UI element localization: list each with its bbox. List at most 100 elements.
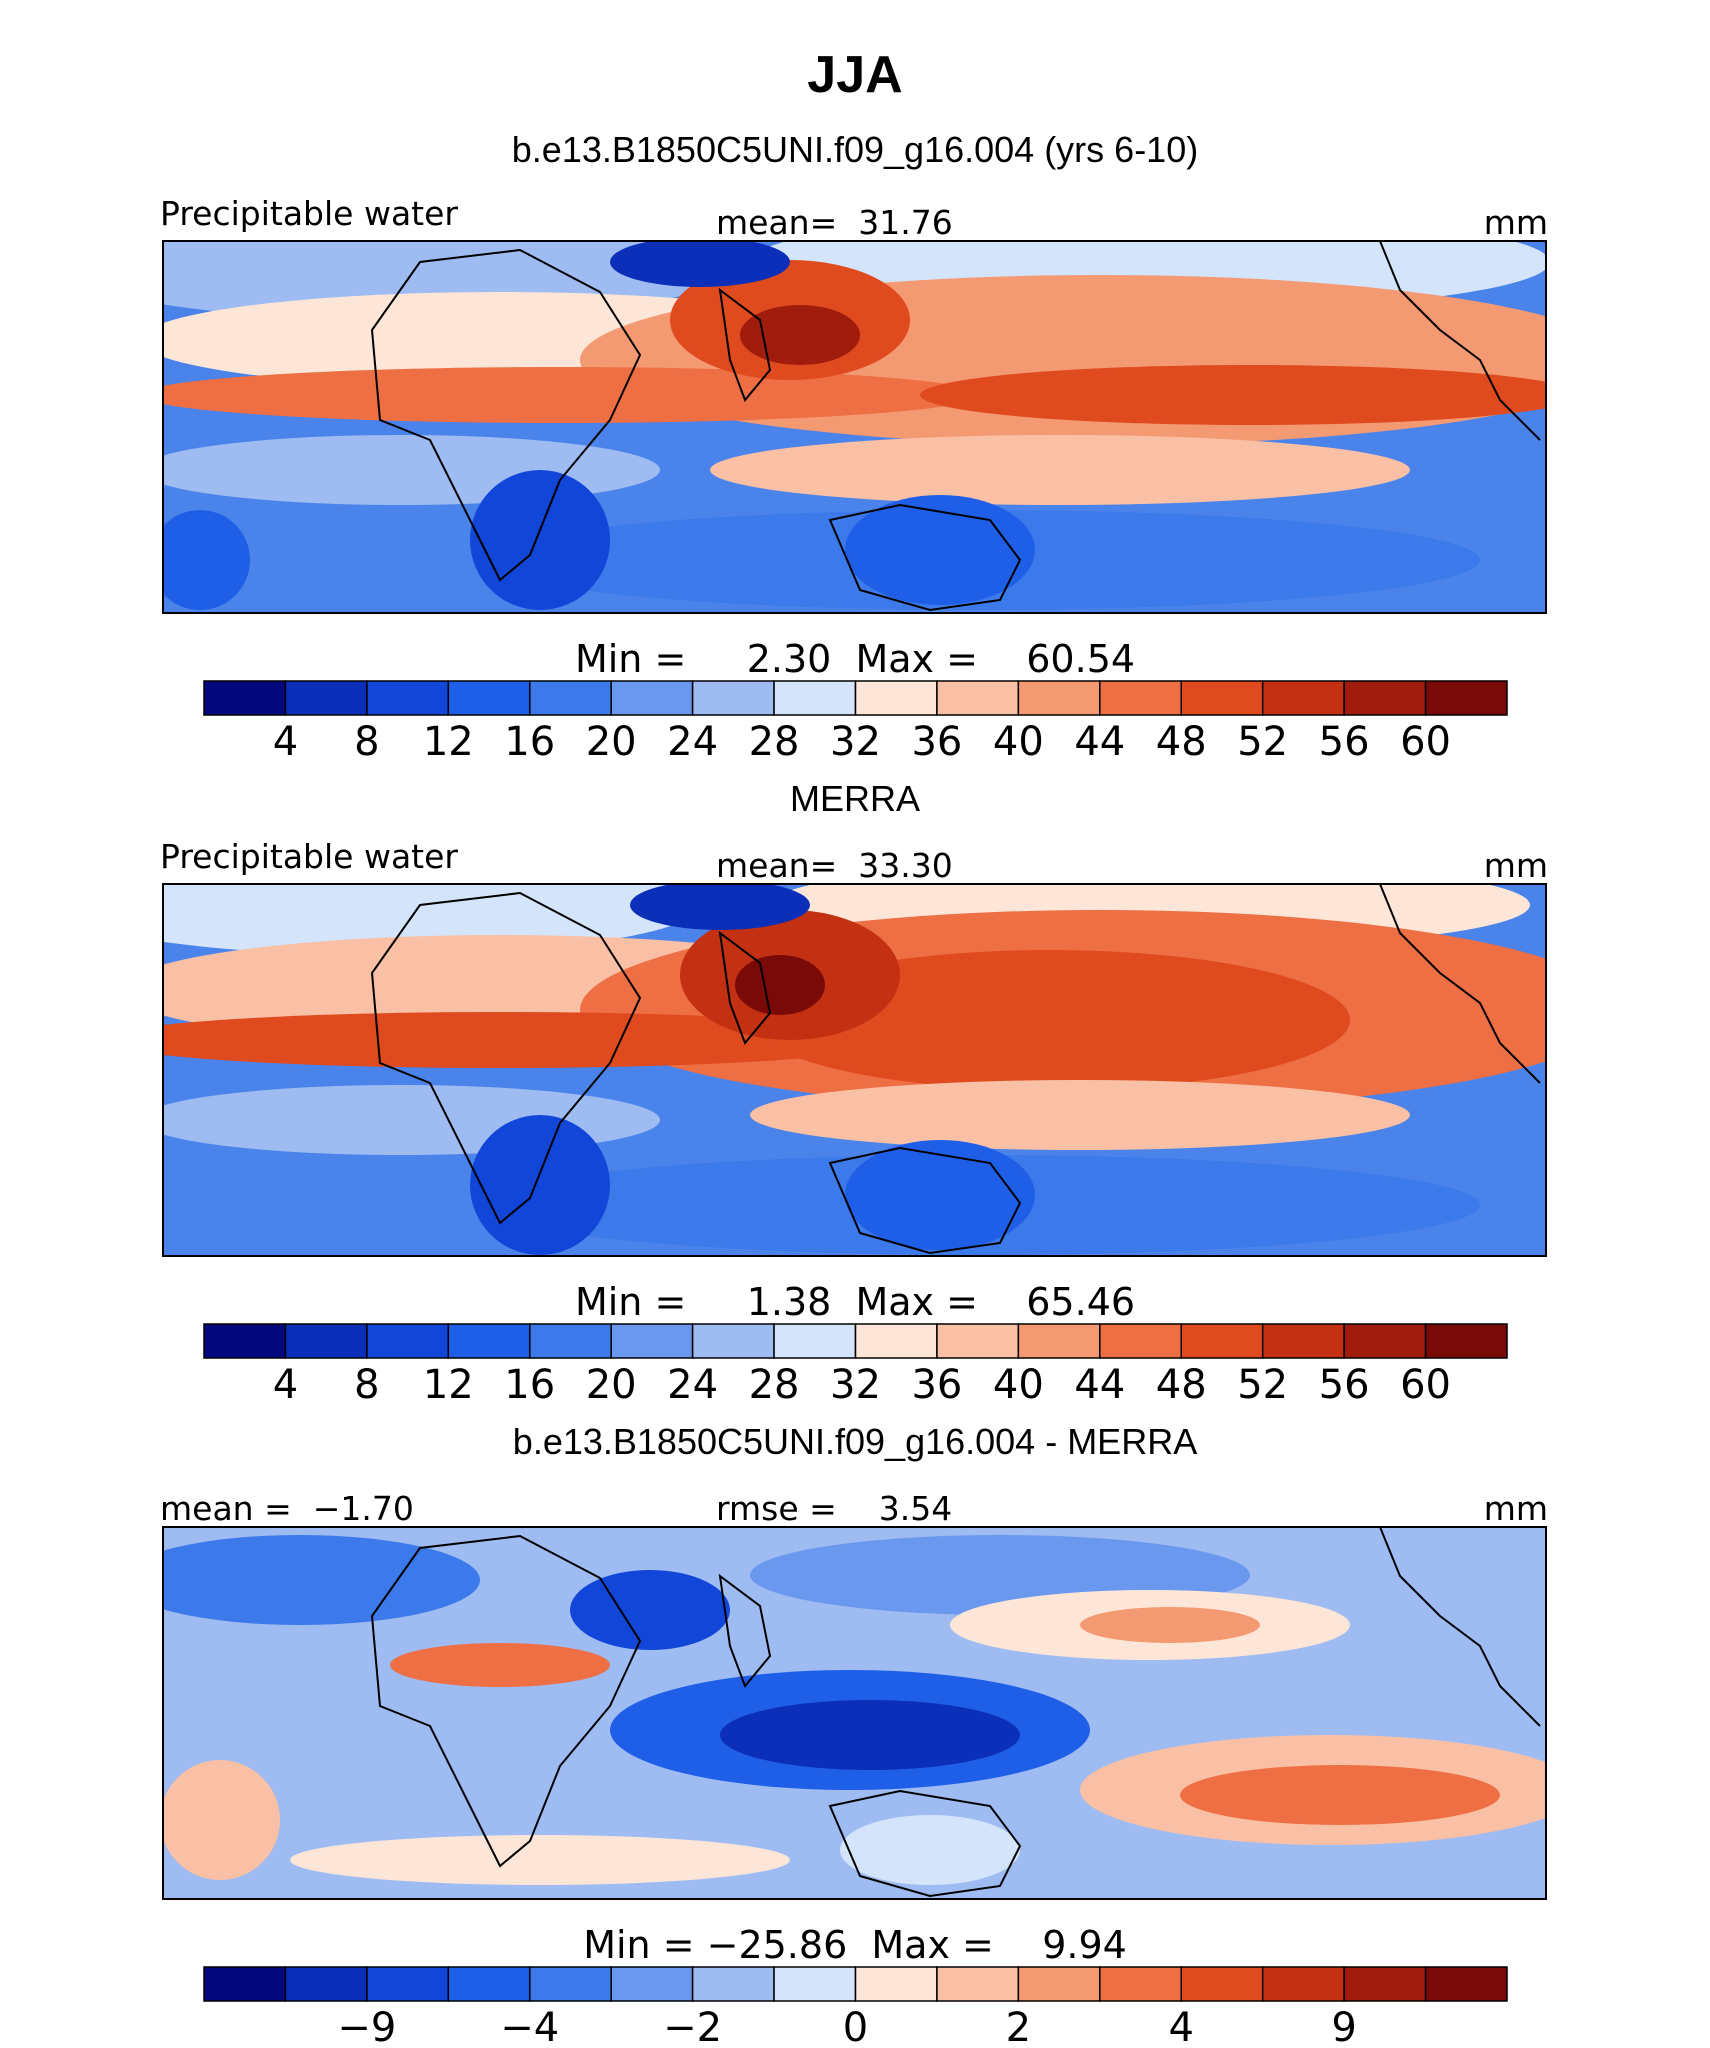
colorbar-swatch: [1099, 680, 1182, 716]
colorbar-tick-label: 44: [1074, 1362, 1125, 1408]
colorbar-swatch: [447, 1323, 531, 1359]
colorbar-tick-label: 32: [830, 719, 881, 765]
map-field: [163, 241, 1546, 613]
colorbar-tick-label: 44: [1074, 719, 1125, 765]
colorbar-tick-label: 24: [667, 719, 718, 765]
colorbar-swatch: [691, 680, 775, 716]
colorbar-tick-label: 2: [1006, 2005, 1031, 2048]
colorbar-swatch: [447, 1966, 531, 2002]
colorbar-swatch: [854, 1966, 938, 2002]
rmse-label: rmse = 3.54: [716, 1489, 952, 1528]
colorbar-tick-label: 20: [586, 719, 637, 765]
colorbar-swatch: [773, 1966, 857, 2002]
colorbar-tick-label: 52: [1237, 1362, 1288, 1408]
panel-difference: b.e13.B1850C5UNI.f09_g16.004 - MERRA mea…: [160, 1421, 1548, 2048]
colorbar-swatch: [529, 1966, 612, 2002]
map-field: [163, 884, 1546, 1256]
colorbar-tick-label: 20: [586, 1362, 637, 1408]
colorbar-tick-label: 52: [1237, 719, 1288, 765]
colorbar-swatch: [1261, 1323, 1345, 1359]
colorbar: −9 −4 −2 0 2 4 9: [203, 1966, 1508, 2048]
range-label: Min = −25.86 Max = 9.94: [583, 1923, 1127, 1967]
colorbar-swatch: [773, 1323, 857, 1359]
colorbar: 4 8 12 16 20 24 28 32 36 40 44 48 52 56 60: [203, 1323, 1508, 1408]
colorbar-tick-label: 56: [1319, 719, 1370, 765]
colorbar-tick-label: 24: [667, 1362, 718, 1408]
colorbar-tick-label: 36: [911, 719, 962, 765]
colorbar-swatch: [284, 1966, 368, 2002]
colorbar-swatch: [854, 680, 938, 716]
colorbar-swatch: [1180, 680, 1264, 716]
colorbar-swatch: [610, 1966, 694, 2002]
colorbar-tick-label: 56: [1319, 1362, 1370, 1408]
panel-title: b.e13.B1850C5UNI.f09_g16.004 (yrs 6-10): [512, 129, 1198, 170]
colorbar-swatch: [1180, 1323, 1264, 1359]
colorbar-swatch: [1017, 1966, 1101, 2002]
colorbar-tick-label: 12: [423, 1362, 474, 1408]
colorbar-swatch: [691, 1966, 775, 2002]
colorbar-swatch: [610, 680, 694, 716]
field-label: Precipitable water: [160, 837, 458, 876]
range-label: Min = 2.30 Max = 60.54: [575, 637, 1135, 681]
colorbar-swatch: [1424, 680, 1508, 716]
colorbar-tick-label: 12: [423, 719, 474, 765]
colorbar-tick-label: 4: [273, 719, 298, 765]
colorbar-swatch: [1017, 680, 1101, 716]
colorbar-swatch: [1424, 1966, 1508, 2002]
colorbar-tick-label: 32: [830, 1362, 881, 1408]
colorbar-tick-label: 16: [504, 1362, 555, 1408]
units-label: mm: [1484, 1489, 1548, 1528]
colorbar-tick-label: −4: [500, 2005, 559, 2048]
colorbar-swatch: [1180, 1966, 1264, 2002]
colorbar-swatch: [854, 1323, 938, 1359]
colorbar-tick-label: 16: [504, 719, 555, 765]
panel-model: b.e13.B1850C5UNI.f09_g16.004 (yrs 6-10) …: [160, 129, 1548, 765]
colorbar-swatch: [366, 1323, 450, 1359]
colorbar-tick-label: −9: [337, 2005, 396, 2048]
colorbar-swatch: [1017, 1323, 1101, 1359]
range-label: Min = 1.38 Max = 65.46: [575, 1280, 1135, 1324]
colorbar-swatch: [1261, 680, 1345, 716]
colorbar-tick-label: 28: [749, 1362, 800, 1408]
colorbar-tick-label: 9: [1331, 2005, 1356, 2048]
colorbar-swatch: [203, 1966, 287, 2002]
mean-label: mean = −1.70: [160, 1489, 414, 1528]
map-field: [163, 1527, 1546, 1899]
colorbar-swatch: [366, 680, 450, 716]
panel-title: b.e13.B1850C5UNI.f09_g16.004 - MERRA: [513, 1421, 1197, 1462]
field-label: Precipitable water: [160, 194, 458, 233]
colorbar-tick-label: −2: [663, 2005, 722, 2048]
colorbar-tick-label: 8: [354, 719, 379, 765]
colorbar-swatch: [1099, 1323, 1182, 1359]
colorbar-tick-label: 36: [911, 1362, 962, 1408]
colorbar: 4 8 12 16 20 24 28 32 36 40 44 48 52 56 60: [203, 680, 1508, 765]
figure-title: JJA: [807, 46, 902, 104]
colorbar-tick-label: 40: [993, 719, 1044, 765]
colorbar-tick-label: 4: [273, 1362, 298, 1408]
colorbar-swatch: [529, 1323, 612, 1359]
colorbar-swatch: [691, 1323, 775, 1359]
colorbar-tick-label: 28: [749, 719, 800, 765]
colorbar-swatch: [284, 680, 368, 716]
mean-label: mean= 31.76: [716, 203, 953, 242]
colorbar-swatch: [203, 680, 287, 716]
colorbar-swatch: [366, 1966, 450, 2002]
colorbar-swatch: [936, 680, 1020, 716]
colorbar-swatch: [203, 1323, 287, 1359]
colorbar-swatch: [1343, 1323, 1427, 1359]
mean-label: mean= 33.30: [716, 846, 953, 885]
colorbar-tick-label: 60: [1400, 1362, 1451, 1408]
colorbar-swatch: [1343, 680, 1427, 716]
units-label: mm: [1484, 203, 1548, 242]
colorbar-swatch: [284, 1323, 368, 1359]
colorbar-swatch: [529, 680, 612, 716]
panel-title: MERRA: [790, 778, 920, 819]
colorbar-swatch: [1261, 1966, 1345, 2002]
panel-merra: MERRA Precipitable water mean= 33.30 mm: [160, 778, 1548, 1408]
colorbar-tick-label: 60: [1400, 719, 1451, 765]
colorbar-swatch: [773, 680, 857, 716]
colorbar-swatch: [447, 680, 531, 716]
colorbar-tick-label: 0: [843, 2005, 868, 2048]
colorbar-tick-label: 4: [1169, 2005, 1194, 2048]
